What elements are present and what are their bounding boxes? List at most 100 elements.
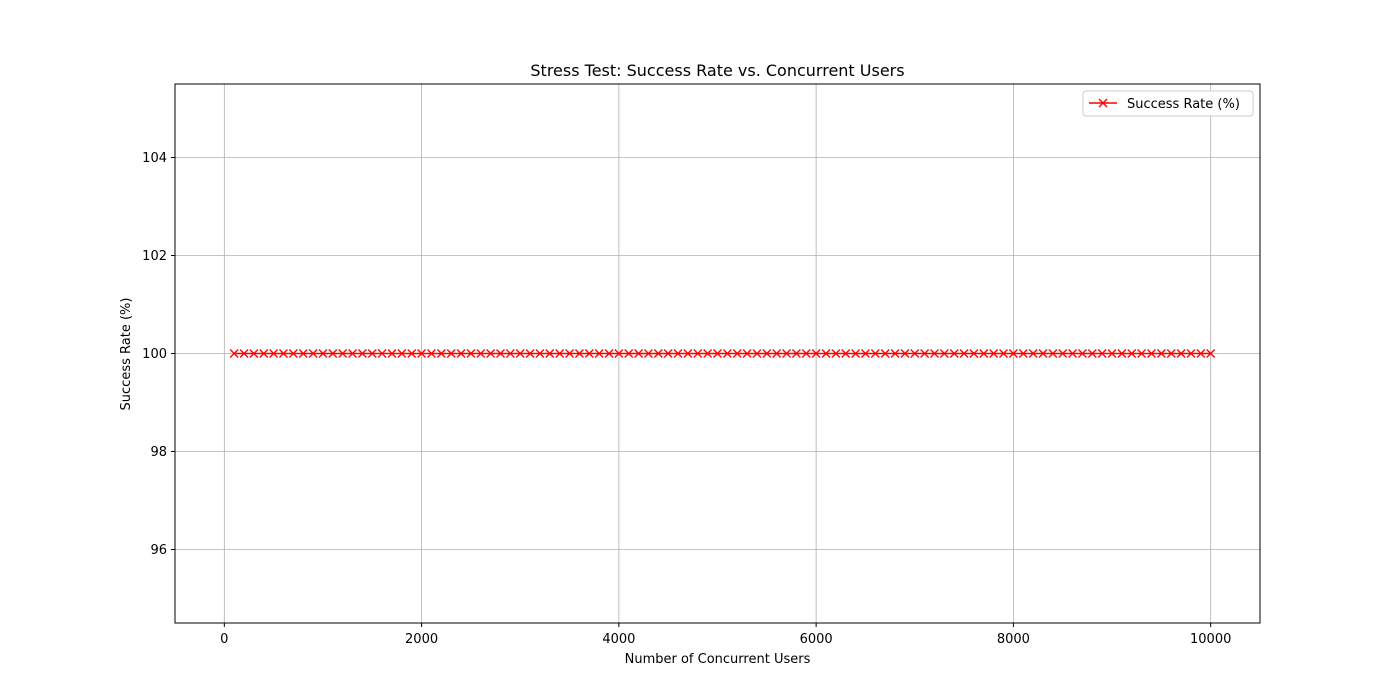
data-point-marker <box>1018 349 1028 358</box>
data-point-marker <box>614 349 624 358</box>
data-point-marker <box>555 349 565 358</box>
data-point-marker <box>1068 349 1078 358</box>
data-point-marker <box>939 349 949 358</box>
data-point-marker <box>1166 349 1176 358</box>
chart-title: Stress Test: Success Rate vs. Concurrent… <box>530 61 904 80</box>
data-point-marker <box>338 349 348 358</box>
data-point-marker <box>673 349 683 358</box>
data-point-marker <box>505 349 515 358</box>
data-point-marker <box>446 349 456 358</box>
data-point-marker <box>979 349 989 358</box>
data-point-marker <box>298 349 308 358</box>
data-point-marker <box>239 349 249 358</box>
data-point-marker <box>318 349 328 358</box>
legend: Success Rate (%) <box>1082 90 1254 117</box>
x-tick-label: 2000 <box>405 632 438 647</box>
data-point-marker <box>811 349 821 358</box>
data-point-marker <box>515 349 525 358</box>
data-point-marker <box>831 349 841 358</box>
data-point-marker <box>1186 349 1196 358</box>
axis-ticks: 0 2000 4000 6000 8000 10000 96 98 100 102 104 <box>142 151 1231 647</box>
data-point-marker <box>1058 349 1068 358</box>
data-point-marker <box>1077 349 1087 358</box>
data-point-marker <box>880 349 890 358</box>
data-point-marker <box>1127 349 1137 358</box>
legend-box <box>1082 90 1254 117</box>
data-point-marker <box>860 349 870 358</box>
legend-marker-icon <box>1098 98 1108 108</box>
data-point-marker <box>1206 349 1216 358</box>
data-point-marker <box>249 349 259 358</box>
data-point-marker <box>969 349 979 358</box>
series-success-rate <box>229 349 1216 358</box>
x-tick-label: 8000 <box>997 632 1030 647</box>
data-point-marker <box>634 349 644 358</box>
data-point-marker <box>397 349 407 358</box>
y-tick-label: 96 <box>150 543 167 558</box>
data-point-marker <box>594 349 604 358</box>
data-point-marker <box>713 349 722 358</box>
data-point-marker <box>1087 349 1097 358</box>
data-point-marker <box>417 349 427 358</box>
data-point-marker <box>436 349 446 358</box>
data-point-marker <box>653 349 663 358</box>
data-point-marker <box>328 349 338 358</box>
data-point-marker <box>426 349 436 358</box>
x-tick-label: 4000 <box>602 632 635 647</box>
data-point-marker <box>693 349 703 358</box>
data-point-marker <box>1097 349 1107 358</box>
data-point-marker <box>545 349 555 358</box>
data-point-marker <box>1107 349 1117 358</box>
data-point-marker <box>762 349 772 358</box>
data-point-marker <box>742 349 752 358</box>
data-point-marker <box>989 349 999 358</box>
data-point-marker <box>910 349 920 358</box>
data-point-marker <box>279 349 288 358</box>
data-point-marker <box>900 349 910 358</box>
data-point-marker <box>1156 349 1166 358</box>
x-tick-label: 6000 <box>800 632 833 647</box>
y-tick-label: 100 <box>142 347 167 362</box>
data-point-marker <box>643 349 653 358</box>
data-point-marker <box>722 349 732 358</box>
data-point-marker <box>772 349 782 358</box>
data-point-marker <box>269 349 279 358</box>
data-point-marker <box>357 349 367 358</box>
data-point-marker <box>821 349 831 358</box>
data-point-marker <box>732 349 742 358</box>
data-point-marker <box>624 349 634 358</box>
data-point-marker <box>1028 349 1038 358</box>
data-point-marker <box>1117 349 1127 358</box>
data-point-marker <box>663 349 673 358</box>
data-point-marker <box>851 349 861 358</box>
data-point-marker <box>801 349 811 358</box>
x-tick-label: 10000 <box>1190 632 1231 647</box>
data-point-marker <box>574 349 584 358</box>
y-tick-label: 102 <box>142 249 167 264</box>
data-point-marker <box>1147 349 1156 358</box>
data-point-marker <box>387 349 397 358</box>
data-point-marker <box>1196 349 1206 358</box>
y-tick-label: 104 <box>142 151 167 166</box>
data-point-marker <box>584 349 594 358</box>
y-tick-label: 98 <box>150 445 167 460</box>
data-point-marker <box>456 349 466 358</box>
data-point-marker <box>920 349 930 358</box>
x-axis-label: Number of Concurrent Users <box>625 652 811 667</box>
data-point-marker <box>999 349 1009 358</box>
data-point-marker <box>683 349 693 358</box>
data-point-marker <box>930 349 939 358</box>
data-point-marker <box>890 349 900 358</box>
data-point-marker <box>525 349 535 358</box>
data-point-marker <box>1176 349 1186 358</box>
data-point-marker <box>496 349 505 358</box>
data-point-marker <box>367 349 377 358</box>
data-point-marker <box>535 349 545 358</box>
data-point-marker <box>565 349 575 358</box>
data-point-marker <box>782 349 792 358</box>
data-point-marker <box>703 349 713 358</box>
data-point-marker <box>407 349 417 358</box>
data-point-marker <box>752 349 762 358</box>
data-point-marker <box>308 349 318 358</box>
